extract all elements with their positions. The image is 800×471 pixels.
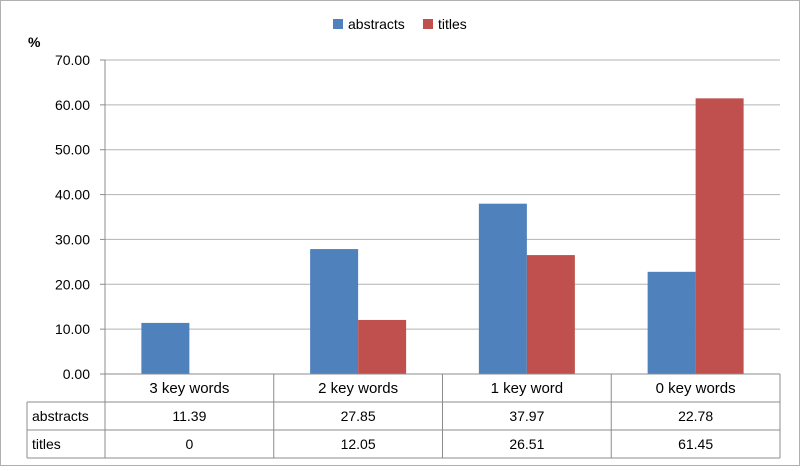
legend-swatch-abstracts xyxy=(333,19,343,29)
bar-titles xyxy=(358,319,407,374)
table-value: 22.78 xyxy=(678,408,713,424)
bar-abstracts xyxy=(310,249,359,374)
y-tick-label: 30.00 xyxy=(55,231,90,247)
legend-label-abstracts: abstracts xyxy=(348,16,405,32)
legend-swatch-titles xyxy=(423,19,433,29)
bars xyxy=(141,98,744,375)
table-series-name: abstracts xyxy=(32,408,89,424)
bar-abstracts xyxy=(478,203,527,374)
table-value: 12.05 xyxy=(341,436,376,452)
y-tick-label: 50.00 xyxy=(55,142,90,158)
table-value: 61.45 xyxy=(678,436,713,452)
bar-titles xyxy=(695,98,744,375)
y-axis-label: % xyxy=(28,34,41,50)
legend: abstracts titles xyxy=(333,16,467,32)
bar-abstracts xyxy=(141,322,190,374)
category-label: 3 key words xyxy=(149,380,229,397)
y-tick-label: 10.00 xyxy=(55,321,90,337)
y-axis-ticks: 0.00 10.00 20.00 30.00 40.00 50.00 60.00 70.00 xyxy=(55,52,105,382)
category-label: 0 key words xyxy=(656,380,736,397)
y-tick-label: 20.00 xyxy=(55,276,90,292)
y-tick-label: 40.00 xyxy=(55,187,90,203)
table-series-name: titles xyxy=(32,436,61,452)
y-tick-label: 60.00 xyxy=(55,97,90,113)
category-label: 1 key word xyxy=(491,380,564,397)
y-tick-label: 0.00 xyxy=(63,366,90,382)
bar-titles xyxy=(526,255,575,374)
table-value: 26.51 xyxy=(509,436,544,452)
table-value: 37.97 xyxy=(509,408,544,424)
y-tick-label: 70.00 xyxy=(55,52,90,68)
data-table: 3 key words 2 key words 1 key word 0 key wo… xyxy=(26,373,781,459)
bar-abstracts xyxy=(647,271,696,374)
table-value: 27.85 xyxy=(341,408,376,424)
category-label: 2 key words xyxy=(318,380,398,397)
legend-label-titles: titles xyxy=(438,16,467,32)
table-value: 11.39 xyxy=(172,408,206,424)
table-value: 0 xyxy=(185,436,193,452)
